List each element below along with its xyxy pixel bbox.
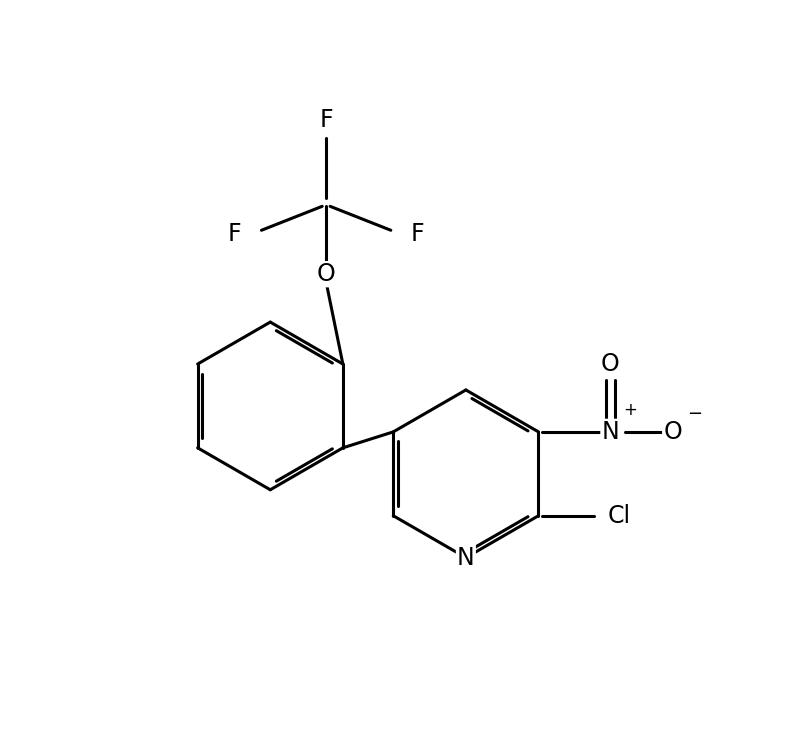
Text: −: − (687, 406, 702, 423)
Text: O: O (316, 262, 335, 286)
Text: F: F (319, 108, 332, 132)
Text: O: O (600, 352, 619, 376)
Text: +: + (622, 400, 637, 419)
Text: Cl: Cl (607, 504, 630, 528)
Text: F: F (410, 222, 424, 246)
Text: N: N (601, 420, 618, 444)
Text: F: F (227, 222, 241, 246)
Text: N: N (456, 545, 474, 570)
Text: O: O (662, 420, 681, 444)
